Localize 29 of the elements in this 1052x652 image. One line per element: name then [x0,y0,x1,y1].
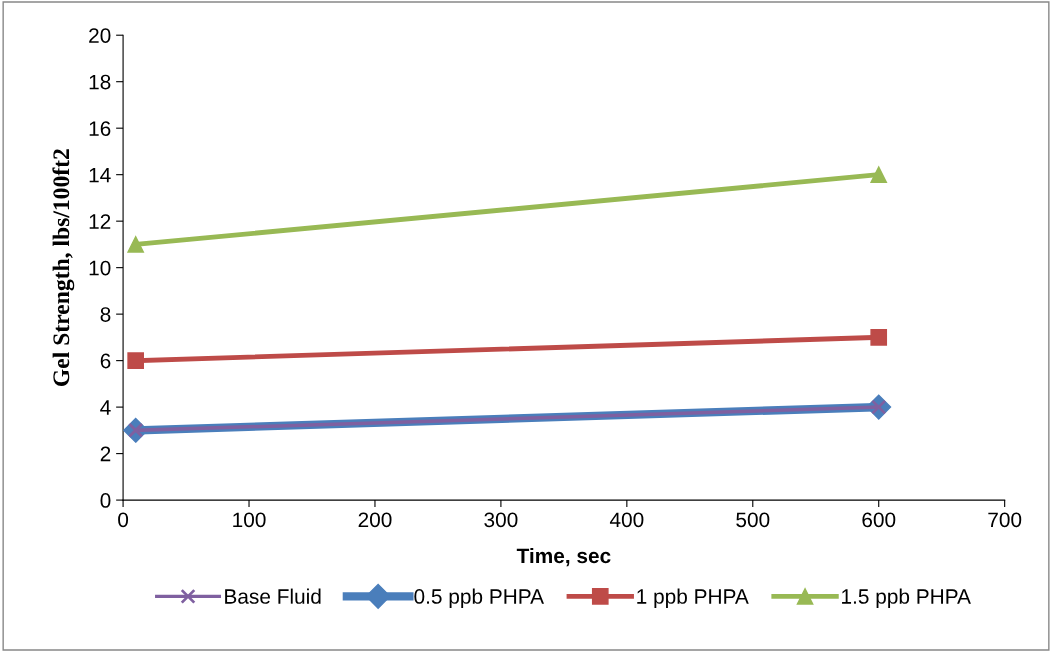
y-tick-label: 10 [89,260,111,276]
point [127,236,145,253]
y-tick-label: 16 [89,121,111,136]
y-tick-label: 2 [100,446,111,462]
y-tick-label: 6 [100,353,111,369]
y-tick-label: 12 [89,214,111,229]
y-tick-label: 14 [89,167,111,183]
point [870,166,888,184]
y-tick-label: 8 [100,307,111,322]
point [127,352,145,369]
x-axis-title: Time, sec [516,547,611,567]
y-tick-label: 20 [89,28,111,43]
legend-label: 1 ppb PHPA [637,588,749,608]
x-tick-label: 0 [118,512,129,528]
x-tick-label: 200 [358,512,392,528]
x-tick-label: 400 [609,512,644,528]
x-tick-label: 700 [988,512,1022,528]
x-tick-label: 100 [233,512,266,528]
y-tick-label: 4 [100,400,111,415]
x-tick-label: 300 [484,512,518,528]
legend-label: 1.5 ppb PHPA [842,588,971,608]
legend-label: Base Fluid [225,588,321,604]
y-axis-title: Gel Strength, lbs/100ft2 [52,149,75,386]
y-tick-label: 18 [89,74,111,90]
y-tick-label: 0 [100,493,111,508]
point [870,329,888,346]
x-tick-label: 500 [736,512,770,528]
legend-label: 0.5 ppb PHPA [414,588,544,608]
x-tick-label: 600 [862,512,896,528]
